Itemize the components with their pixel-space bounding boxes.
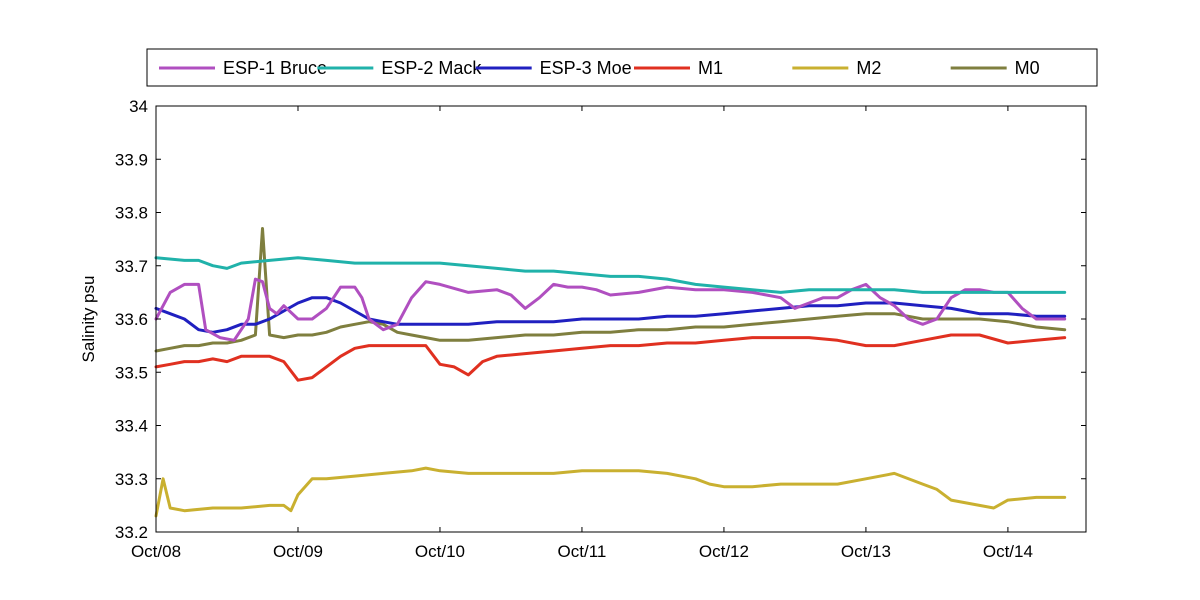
series-layer — [154, 227, 1067, 518]
series-line-esp-2-mack — [154, 256, 1067, 294]
y-tick-label: 33.5 — [115, 363, 148, 382]
legend-label: ESP-1 Bruce — [223, 58, 327, 78]
series-line-m0 — [154, 227, 1067, 353]
x-axis: Oct/08 Oct/09 Oct/10 Oct/11 Oct/12 Oct/13 Oct/… — [131, 106, 1033, 561]
x-tick-label: Oct/08 — [131, 542, 181, 561]
x-tick-label: Oct/09 — [273, 542, 323, 561]
legend-label: M1 — [698, 58, 723, 78]
y-tick-label: 33.9 — [115, 150, 148, 169]
x-tick-label: Oct/14 — [983, 542, 1033, 561]
legend-label: ESP-2 Mack — [381, 58, 482, 78]
x-tick-label: Oct/13 — [841, 542, 891, 561]
y-tick-label: 33.8 — [115, 204, 148, 223]
series-line-m1 — [154, 333, 1067, 382]
series-line-esp-3-moe — [154, 296, 1067, 334]
y-tick-label: 33.4 — [115, 417, 148, 436]
legend-box — [146, 48, 1098, 87]
y-tick-label: 34 — [129, 97, 148, 116]
legend: ESP-1 Bruce ESP-2 Mack ESP-3 Moe M1 M2 M0 — [159, 58, 1040, 78]
series-line-esp-1-bruce — [154, 277, 1067, 342]
x-tick-label: Oct/10 — [415, 542, 465, 561]
y-tick-label: 33.3 — [115, 470, 148, 489]
series-line-m2 — [154, 466, 1067, 518]
legend-label: ESP-3 Moe — [540, 58, 632, 78]
legend-label: M2 — [856, 58, 881, 78]
x-tick-label: Oct/11 — [558, 542, 607, 561]
y-tick-label: 33.6 — [115, 310, 148, 329]
x-tick-label: Oct/12 — [699, 542, 749, 561]
legend-label: M0 — [1015, 58, 1040, 78]
y-axis-title: Salinity psu — [79, 276, 98, 363]
y-tick-label: 33.2 — [115, 523, 148, 542]
y-axis: 33.2 33.3 33.4 33.5 33.6 33.7 33.8 33.9 34 — [115, 97, 1086, 542]
y-tick-label: 33.7 — [115, 257, 148, 276]
